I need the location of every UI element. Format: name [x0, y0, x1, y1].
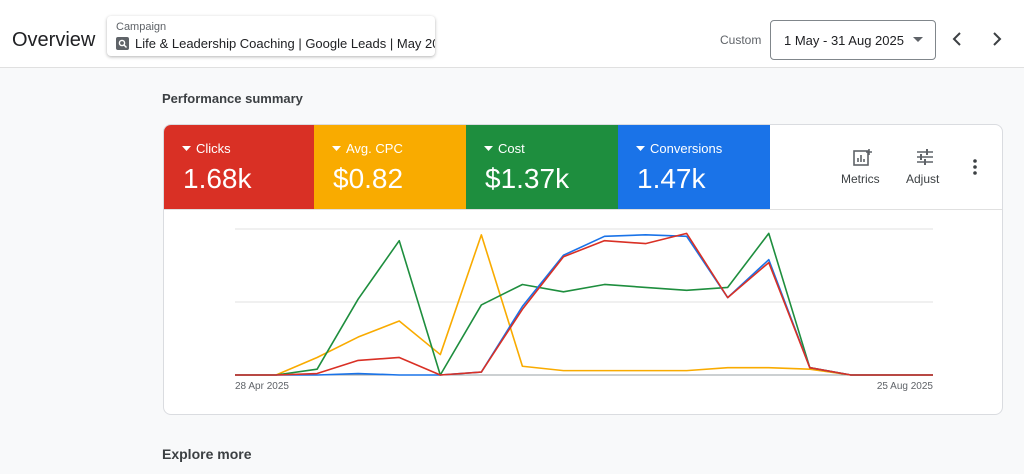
chart: 28 Apr 2025 25 Aug 2025 [235, 228, 934, 392]
explore-title: Explore more [162, 446, 252, 462]
dropdown-icon [913, 37, 923, 42]
metric-tile[interactable]: Cost $1.37k [466, 125, 618, 209]
series-line [235, 232, 933, 376]
date-range-selector[interactable]: 1 May - 31 Aug 2025 [770, 20, 936, 60]
adjust-button[interactable]: Adjust [906, 172, 940, 186]
campaign-selector[interactable]: Campaign Life & Leadership Coaching | Go… [107, 16, 435, 56]
metrics-button[interactable]: Metrics [841, 172, 880, 186]
metric-tile[interactable]: Conversions 1.47k [618, 125, 770, 209]
metric-name: Conversions [650, 141, 723, 156]
series-line [235, 234, 933, 376]
section-title: Performance summary [162, 91, 303, 106]
more-menu[interactable] [972, 158, 978, 176]
metric-name: Clicks [196, 141, 231, 156]
divider [164, 209, 1002, 210]
date-range-label: Custom [720, 33, 762, 47]
next-button[interactable] [990, 31, 1004, 47]
campaign-label: Campaign [116, 21, 167, 33]
series-line [235, 234, 933, 376]
dropdown-icon [332, 146, 341, 151]
metric-tile[interactable]: Avg. CPC $0.82 [314, 125, 466, 209]
metric-value: $1.37k [485, 163, 570, 194]
dropdown-icon [484, 146, 493, 151]
series-line [235, 232, 933, 376]
metric-value: 1.68k [183, 163, 252, 194]
metric-name: Avg. CPC [346, 141, 403, 156]
metric-name: Cost [498, 141, 525, 156]
metric-value: $0.82 [333, 163, 404, 194]
metrics-icon[interactable] [852, 148, 874, 168]
page-title: Overview [12, 29, 96, 51]
campaign-name: Life & Leadership Coaching | Google Lead… [135, 36, 435, 51]
x-tick-label: 25 Aug 2025 [877, 381, 934, 392]
dropdown-icon [182, 146, 191, 151]
date-range: 1 May - 31 Aug 2025 [784, 33, 904, 48]
metric-tile[interactable]: Clicks 1.68k [164, 125, 314, 209]
performance-card: Clicks 1.68k Avg. CPC $0.82 Cost $1.37k Conver… [163, 124, 1003, 415]
metric-value: 1.47k [637, 163, 706, 194]
prev-button[interactable] [950, 31, 964, 47]
dropdown-icon [636, 146, 645, 151]
header: Overview Campaign Life & Leadership Coac… [0, 0, 1024, 68]
x-tick-label: 28 Apr 2025 [235, 381, 289, 392]
search-icon [116, 37, 129, 50]
adjust-icon[interactable] [915, 148, 935, 166]
